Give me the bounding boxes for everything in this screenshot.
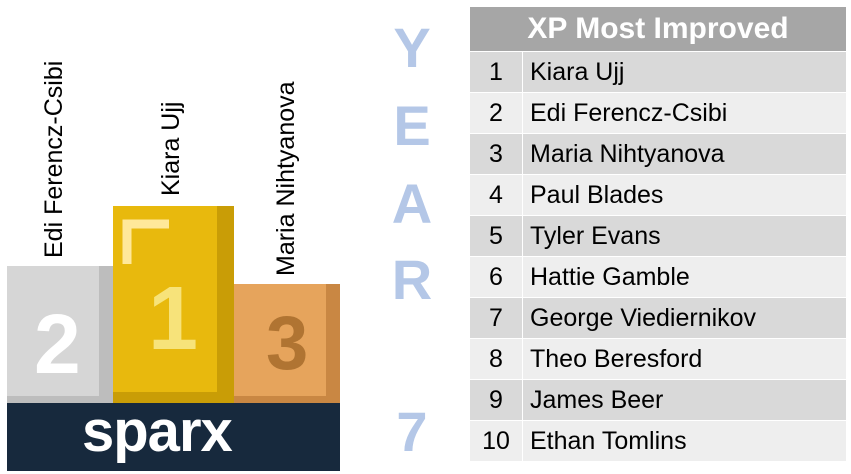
table-row: 6 Hattie Gamble <box>470 257 846 298</box>
rank-cell: 1 <box>470 52 523 92</box>
rank-cell: 2 <box>470 93 523 133</box>
year-letter-a: A <box>391 172 433 235</box>
rank-cell: 5 <box>470 216 523 256</box>
leaderboard-title: XP Most Improved <box>470 7 846 51</box>
podium: 2 1 3 Edi Ferencz-Csibi Kiara Ujj Maria … <box>0 0 345 474</box>
table-row: 1 Kiara Ujj <box>470 52 846 93</box>
podium-second-block <box>7 266 113 404</box>
table-row: 8 Theo Beresford <box>470 339 846 380</box>
table-row: 7 George Viediernikov <box>470 298 846 339</box>
table-row: 10 Ethan Tomlins <box>470 421 846 462</box>
rank-cell: 6 <box>470 257 523 297</box>
table-row: 4 Paul Blades <box>470 175 846 216</box>
rank-cell: 8 <box>470 339 523 379</box>
rank-cell: 9 <box>470 380 523 420</box>
podium-third-block <box>234 284 340 404</box>
podium-third-numeral: 3 <box>266 301 309 386</box>
rank-cell: 7 <box>470 298 523 338</box>
name-cell: James Beer <box>530 386 664 414</box>
podium-third-name: Maria Nihtyanova <box>272 81 300 276</box>
name-cell: Paul Blades <box>530 181 664 209</box>
table-row: 2 Edi Ferencz-Csibi <box>470 93 846 134</box>
year-letter-y: Y <box>393 16 431 79</box>
name-cell: Edi Ferencz-Csibi <box>530 99 728 127</box>
name-cell: Kiara Ujj <box>530 58 625 86</box>
sparx-logo: sparx <box>82 399 233 464</box>
name-cell: Tyler Evans <box>530 222 661 250</box>
rank-cell: 10 <box>470 421 523 461</box>
podium-second-name: Edi Ferencz-Csibi <box>40 60 68 258</box>
name-cell: Ethan Tomlins <box>530 427 687 455</box>
table-row: 3 Maria Nihtyanova <box>470 134 846 175</box>
podium-first-block <box>113 206 234 404</box>
table-row: 9 James Beer <box>470 380 846 421</box>
year-letter-r: R <box>391 248 433 311</box>
name-cell: Maria Nihtyanova <box>530 140 725 168</box>
year-number: 7 <box>396 400 428 463</box>
rank-cell: 3 <box>470 134 523 174</box>
rank-cell: 4 <box>470 175 523 215</box>
year-letter-e: E <box>393 94 431 157</box>
name-cell: Theo Beresford <box>530 345 703 373</box>
name-cell: George Viediernikov <box>530 304 757 332</box>
table-row: 5 Tyler Evans <box>470 216 846 257</box>
podium-first-numeral: 1 <box>148 269 199 369</box>
name-cell: Hattie Gamble <box>530 263 690 291</box>
brand-bar <box>7 403 340 471</box>
podium-second-numeral: 2 <box>34 297 81 391</box>
podium-first-name: Kiara Ujj <box>157 101 185 196</box>
